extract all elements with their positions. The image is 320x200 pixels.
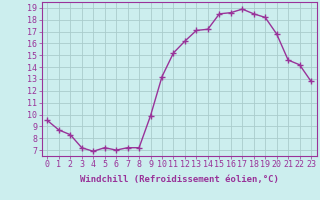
X-axis label: Windchill (Refroidissement éolien,°C): Windchill (Refroidissement éolien,°C) [80,175,279,184]
